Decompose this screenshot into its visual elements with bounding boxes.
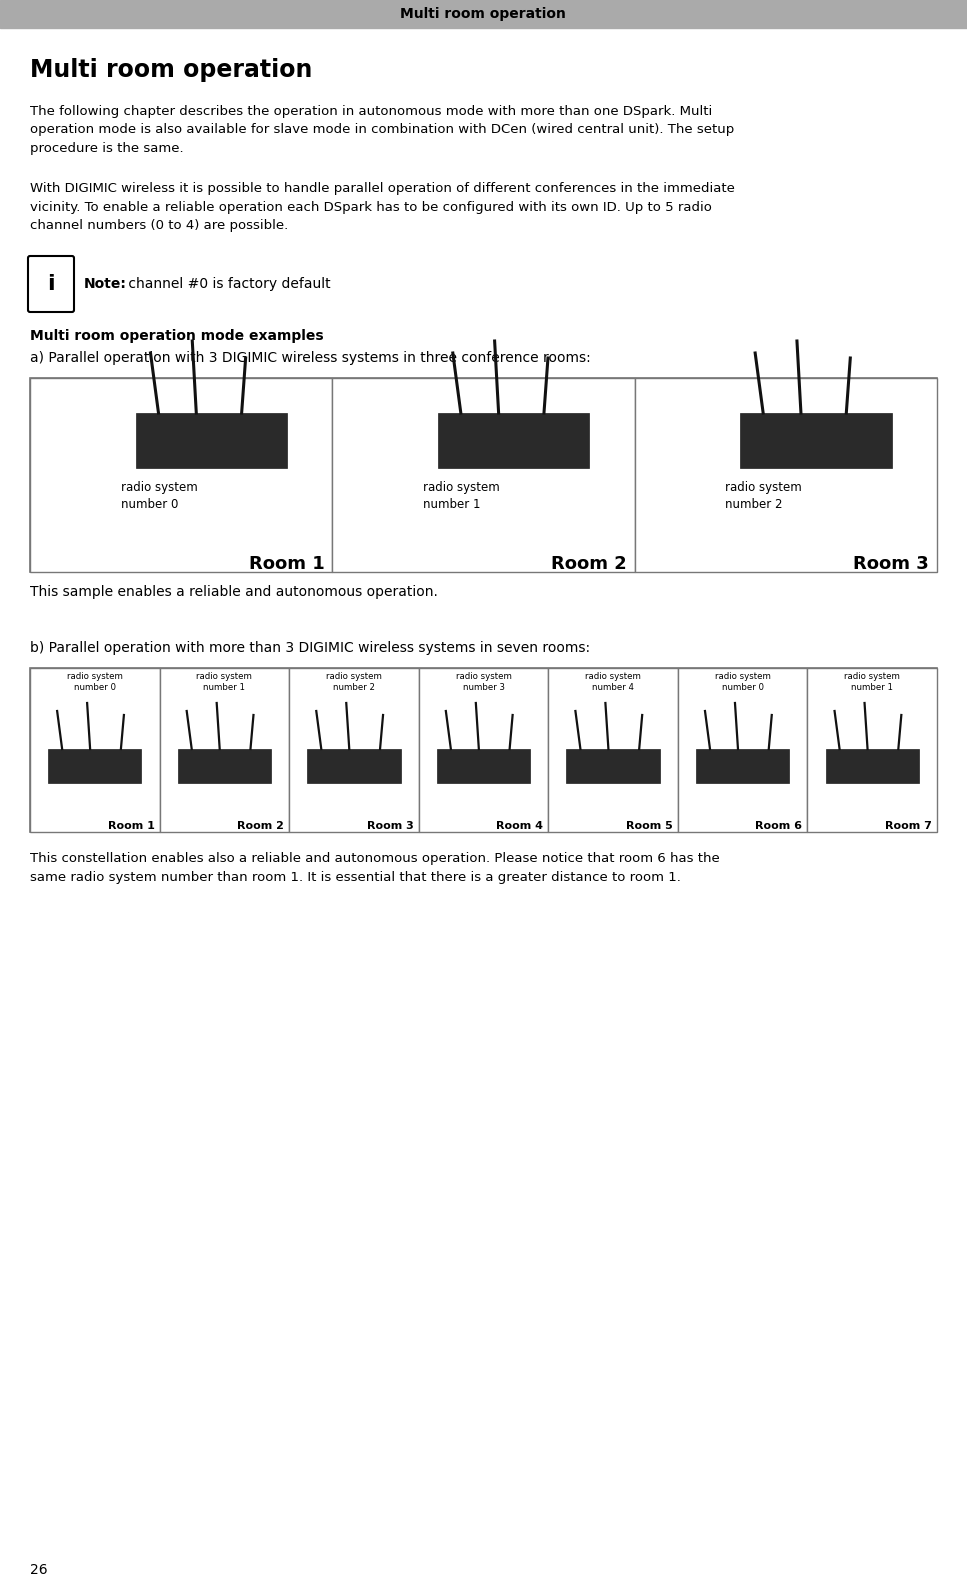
Bar	[289, 667, 419, 833]
Text: The following chapter describes the operation in autonomous mode with more than : The following chapter describes the oper…	[30, 105, 734, 156]
Text: This constellation enables also a reliable and autonomous operation. Please noti: This constellation enables also a reliab…	[30, 852, 719, 883]
Text: Room 4: Room 4	[496, 822, 543, 831]
Text: Room 1: Room 1	[249, 555, 324, 574]
Text: channel #0 is factory default: channel #0 is factory default	[124, 276, 331, 291]
Text: radio system
number 4: radio system number 4	[585, 672, 641, 693]
Bar	[826, 748, 919, 783]
Text: 26: 26	[30, 1564, 47, 1576]
Text: radio system
number 0: radio system number 0	[715, 672, 771, 693]
Text: Multi room operation: Multi room operation	[400, 6, 566, 21]
Bar	[437, 748, 530, 783]
Bar	[135, 413, 287, 469]
Text: Room 3: Room 3	[366, 822, 414, 831]
Text: With DIGIMIC wireless it is possible to handle parallel operation of different c: With DIGIMIC wireless it is possible to …	[30, 183, 735, 232]
Text: radio system
number 1: radio system number 1	[423, 481, 500, 512]
Text: radio system
number 0: radio system number 0	[121, 481, 197, 512]
Text: Room 1: Room 1	[107, 822, 155, 831]
Text: a) Parallel operation with 3 DIGIMIC wireless systems in three conference rooms:: a) Parallel operation with 3 DIGIMIC wir…	[30, 351, 591, 365]
Text: radio system
number 1: radio system number 1	[196, 672, 252, 693]
Text: Multi room operation: Multi room operation	[30, 59, 312, 83]
Bar	[333, 378, 634, 572]
Text: radio system
number 3: radio system number 3	[455, 672, 512, 693]
Bar	[30, 667, 937, 833]
Text: radio system
number 2: radio system number 2	[326, 672, 382, 693]
Text: Room 2: Room 2	[237, 822, 284, 831]
Text: radio system
number 0: radio system number 0	[67, 672, 123, 693]
Bar	[30, 378, 937, 572]
Bar	[178, 748, 271, 783]
Bar	[567, 748, 659, 783]
Bar	[30, 667, 160, 833]
Text: Room 6: Room 6	[755, 822, 803, 831]
Bar	[160, 667, 289, 833]
Text: Room 3: Room 3	[853, 555, 929, 574]
Text: Note:: Note:	[84, 276, 127, 291]
Bar	[438, 413, 589, 469]
Text: i: i	[47, 273, 55, 294]
Bar	[696, 748, 789, 783]
Bar	[30, 378, 333, 572]
Bar	[0, 0, 967, 29]
Text: radio system
number 2: radio system number 2	[725, 481, 802, 512]
Text: b) Parallel operation with more than 3 DIGIMIC wireless systems in seven rooms:: b) Parallel operation with more than 3 D…	[30, 640, 590, 655]
Bar	[741, 413, 892, 469]
Text: Room 5: Room 5	[626, 822, 673, 831]
Bar	[419, 667, 548, 833]
Text: radio system
number 1: radio system number 1	[844, 672, 900, 693]
Bar	[678, 667, 807, 833]
Bar	[48, 748, 141, 783]
Text: This sample enables a reliable and autonomous operation.: This sample enables a reliable and auton…	[30, 585, 438, 599]
Bar	[807, 667, 937, 833]
FancyBboxPatch shape	[28, 256, 74, 311]
Bar	[308, 748, 400, 783]
Bar	[548, 667, 678, 833]
Text: Room 2: Room 2	[551, 555, 627, 574]
Bar	[634, 378, 937, 572]
Text: Multi room operation mode examples: Multi room operation mode examples	[30, 329, 324, 343]
Text: Room 7: Room 7	[885, 822, 932, 831]
